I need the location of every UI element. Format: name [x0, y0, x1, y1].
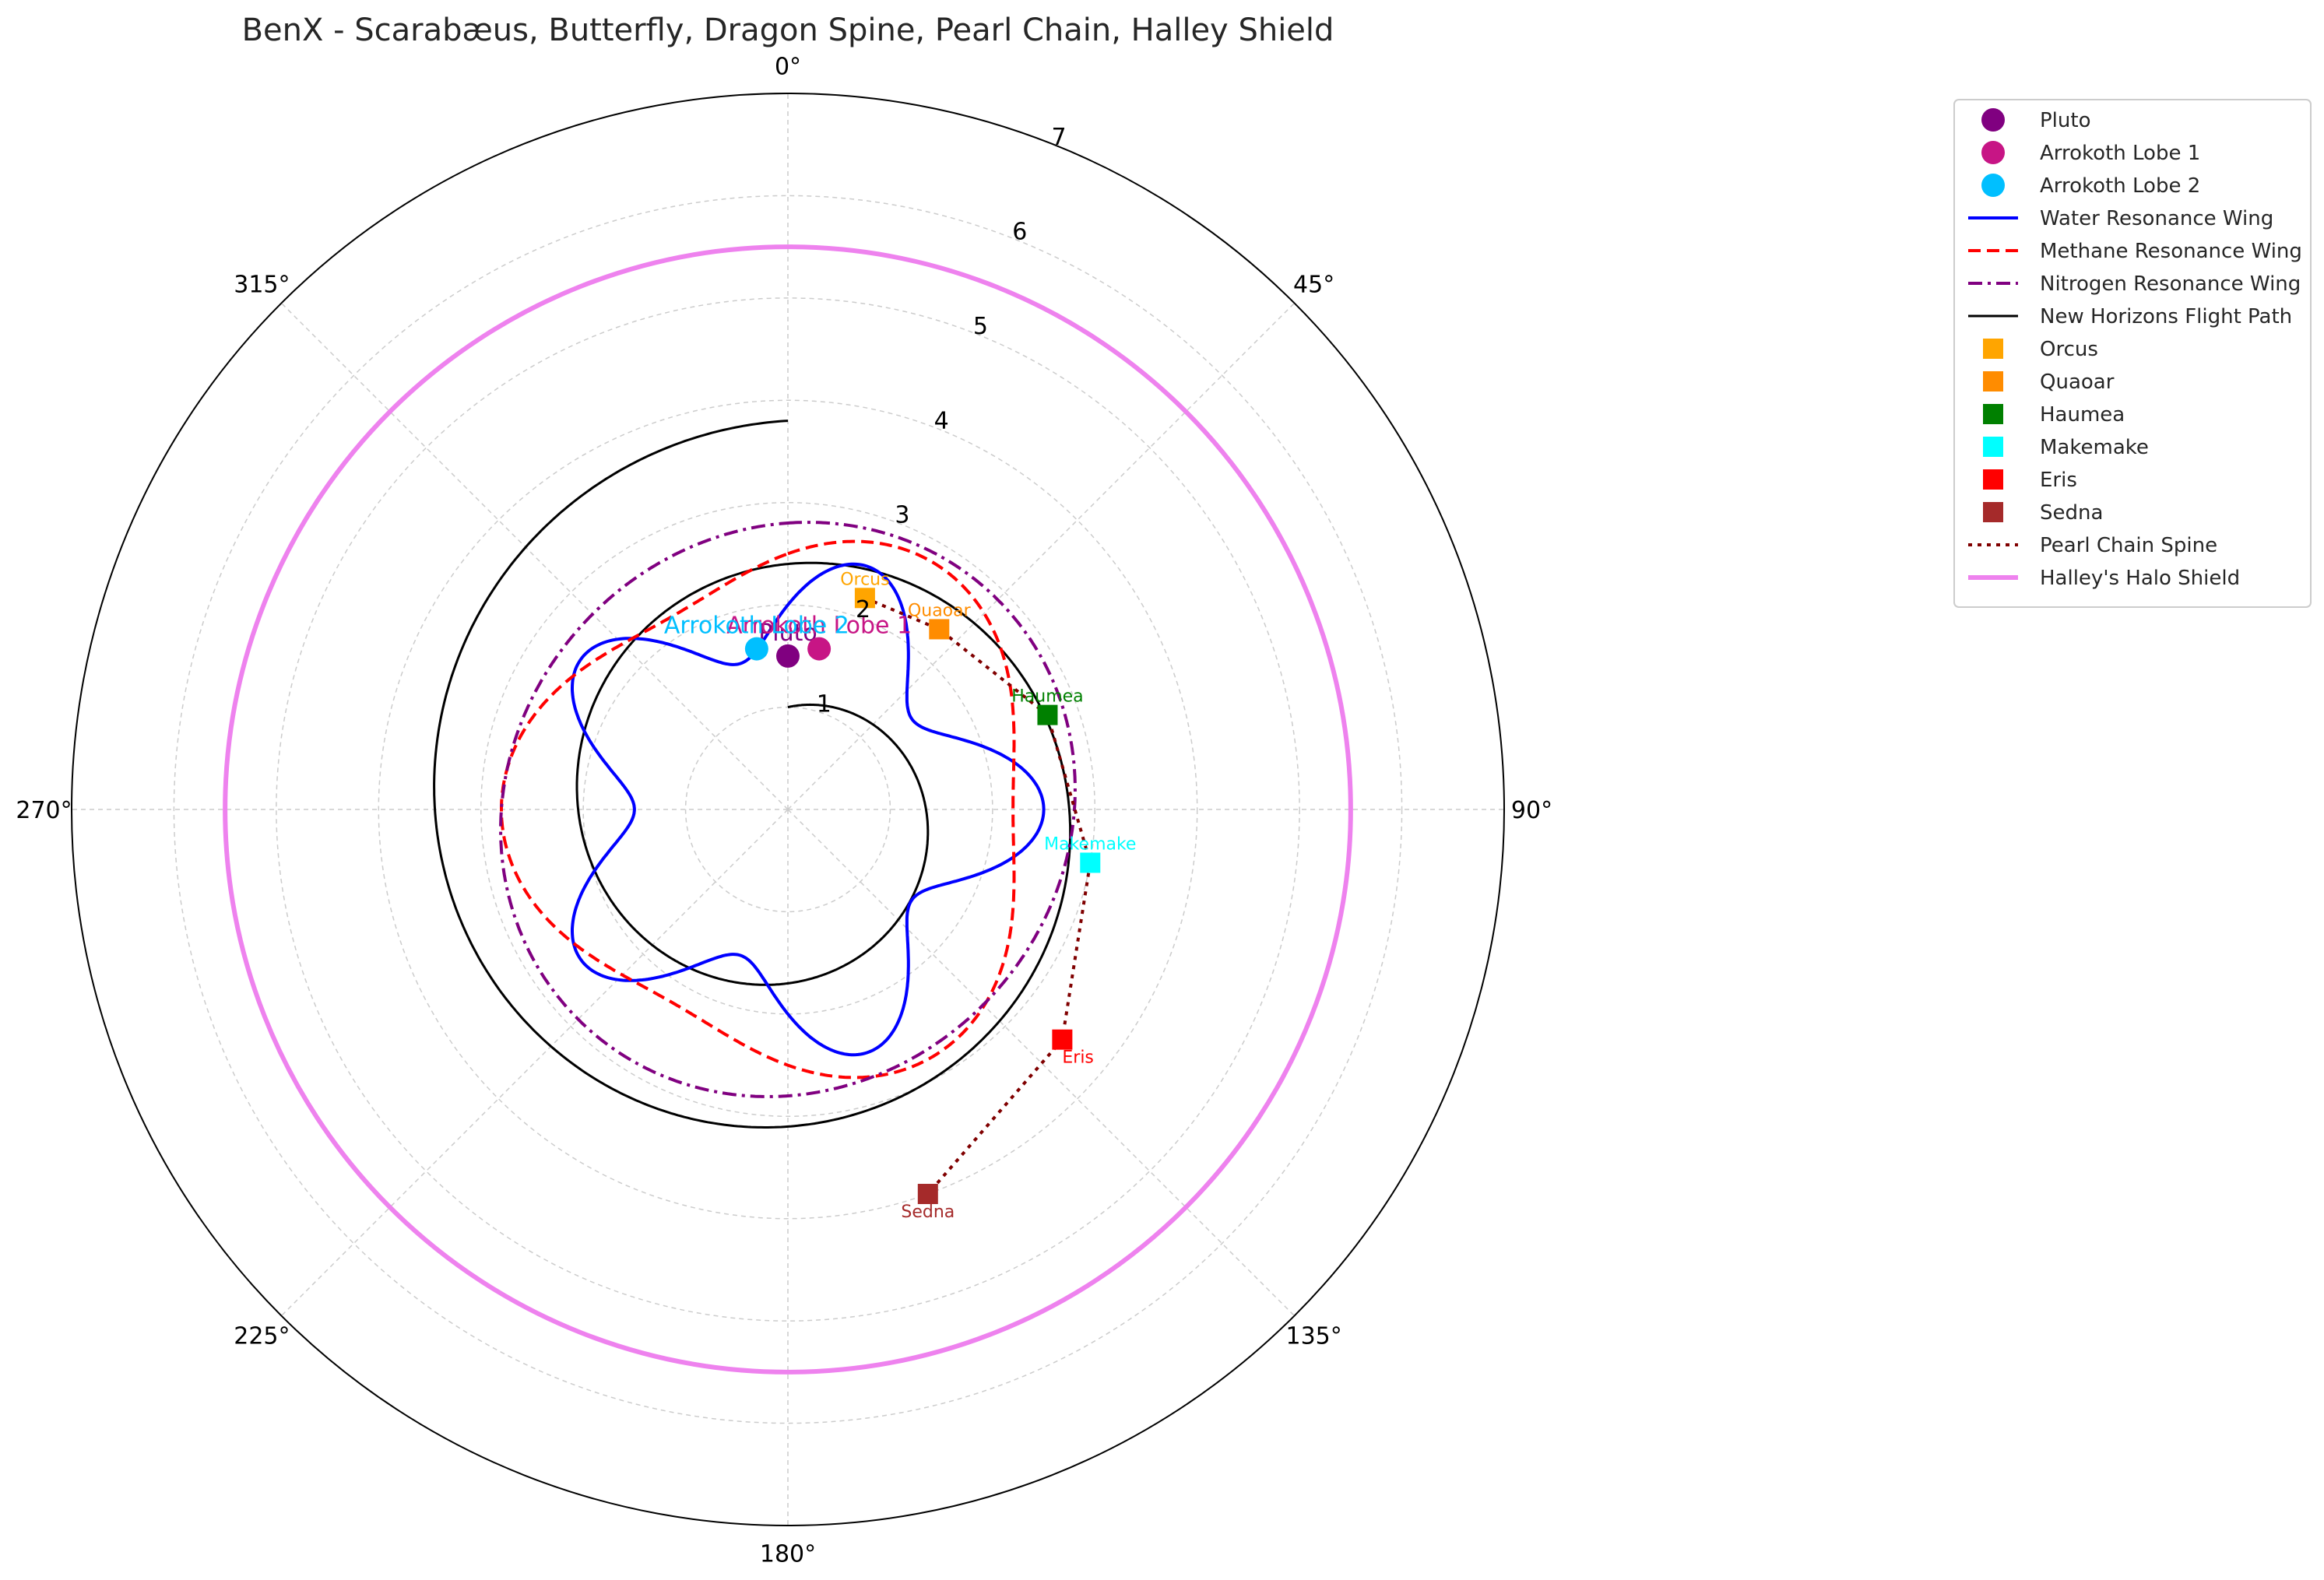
makemake-marker: [1080, 852, 1101, 873]
legend-entry: Arrokoth Lobe 2: [2040, 174, 2200, 198]
nitrogen-resonance-wing: [499, 521, 1077, 1098]
theta-tick-label: 90°: [1511, 797, 1552, 824]
legend-swatch: [1983, 371, 2003, 391]
legend-box: [1953, 99, 2312, 608]
legend-swatch: [1983, 502, 2003, 522]
legend-swatch: [1981, 108, 2005, 132]
legend-entry: New Horizons Flight Path: [2040, 305, 2292, 328]
grid-circle: [480, 501, 1096, 1118]
legend-entry: Makemake: [2040, 436, 2149, 459]
methane-resonance-wing: [500, 539, 1016, 1080]
theta-tick-label: 225°: [234, 1323, 290, 1350]
legend-swatch: [1983, 339, 2003, 359]
orcus-marker: [854, 588, 875, 609]
theta-tick-label: 315°: [234, 271, 290, 298]
halley-s-halo-shield: [223, 244, 1353, 1375]
r-tick-label: 6: [1012, 218, 1027, 245]
pearl-chain-spine: [864, 596, 1092, 1196]
r-tick-label: 1: [817, 691, 832, 718]
grid-spoke: [280, 302, 789, 810]
chart-title: BenX - Scarabæus, Butterfly, Dragon Spin…: [242, 12, 1334, 48]
arrokoth-lobe-2-label: Arrokoth Lobe 2: [664, 613, 849, 640]
makemake-label: Makemake: [1044, 834, 1136, 854]
r-tick-label: 7: [1052, 124, 1067, 151]
legend-swatch: [1983, 404, 2003, 424]
legend-swatch: [1983, 469, 2003, 490]
theta-tick-label: 0°: [775, 54, 801, 81]
grid: [71, 93, 1505, 1526]
grid-circle: [173, 195, 1403, 1424]
grid-circle: [378, 399, 1198, 1220]
legend-entry: Orcus: [2040, 338, 2098, 361]
legend-entry: Methane Resonance Wing: [2040, 240, 2302, 263]
quaoar-label: Quaoar: [908, 601, 972, 620]
legend-entry: Eris: [2040, 469, 2077, 492]
haumea-label: Haumea: [1011, 687, 1083, 707]
polar-frame: [71, 93, 1505, 1526]
sedna-marker: [917, 1184, 938, 1205]
grid-spoke: [787, 302, 1296, 810]
pluto-label: Pluto: [758, 620, 817, 647]
legend-swatch: [1981, 174, 2005, 197]
legend-swatch: [1983, 437, 2003, 457]
legend-entry: Pluto: [2040, 109, 2090, 132]
legend-entry: Pearl Chain Spine: [2040, 534, 2217, 557]
new-horizons-flight-path: [433, 420, 1072, 1129]
legend-entry: Water Resonance Wing: [2040, 207, 2273, 230]
r-tick-label: 5: [973, 313, 988, 340]
legend-entry: Halley's Halo Shield: [2040, 567, 2240, 590]
legend-entry: Sedna: [2040, 501, 2103, 525]
axis-labels: 0° 45° 90° 135° 180° 225° 270° 315° 1 2 3 4 5 6 7: [16, 54, 1552, 1568]
legend-entry: Haumea: [2040, 403, 2125, 427]
sedna-label: Sedna: [901, 1203, 955, 1222]
theta-tick-label: 180°: [760, 1540, 816, 1568]
eris-label: Eris: [1062, 1048, 1094, 1068]
water-resonance-wing: [571, 562, 1046, 1057]
quaoar-marker: [929, 619, 950, 640]
r-tick-label: 2: [856, 596, 870, 623]
legend-entry: Arrokoth Lobe 1: [2040, 142, 2200, 165]
eris-marker: [1052, 1029, 1073, 1050]
legend-entry: Nitrogen Resonance Wing: [2040, 272, 2301, 296]
legend-swatch: [1981, 141, 2005, 164]
r-tick-label: 4: [934, 407, 949, 434]
orcus-label: Orcus: [840, 570, 889, 589]
r-tick-label: 3: [895, 502, 909, 529]
arrokoth-lobe-1-label: Arrokoth Lobe 1: [726, 613, 912, 640]
legend: Pluto Arrokoth Lobe 1 Arrokoth Lobe 2 Water…: [1953, 99, 2312, 608]
grid-spoke: [280, 809, 789, 1317]
theta-tick-label: 135°: [1285, 1323, 1341, 1350]
haumea-marker: [1037, 704, 1058, 725]
legend-entry: Quaoar: [2040, 370, 2115, 394]
arrokoth-lobe-2-marker: [744, 637, 768, 661]
theta-tick-label: 270°: [16, 797, 72, 824]
grid-circle: [276, 297, 1300, 1322]
pluto-marker: [776, 644, 800, 668]
arrokoth-lobe-1-marker: [807, 637, 832, 661]
theta-tick-label: 45°: [1293, 271, 1334, 298]
